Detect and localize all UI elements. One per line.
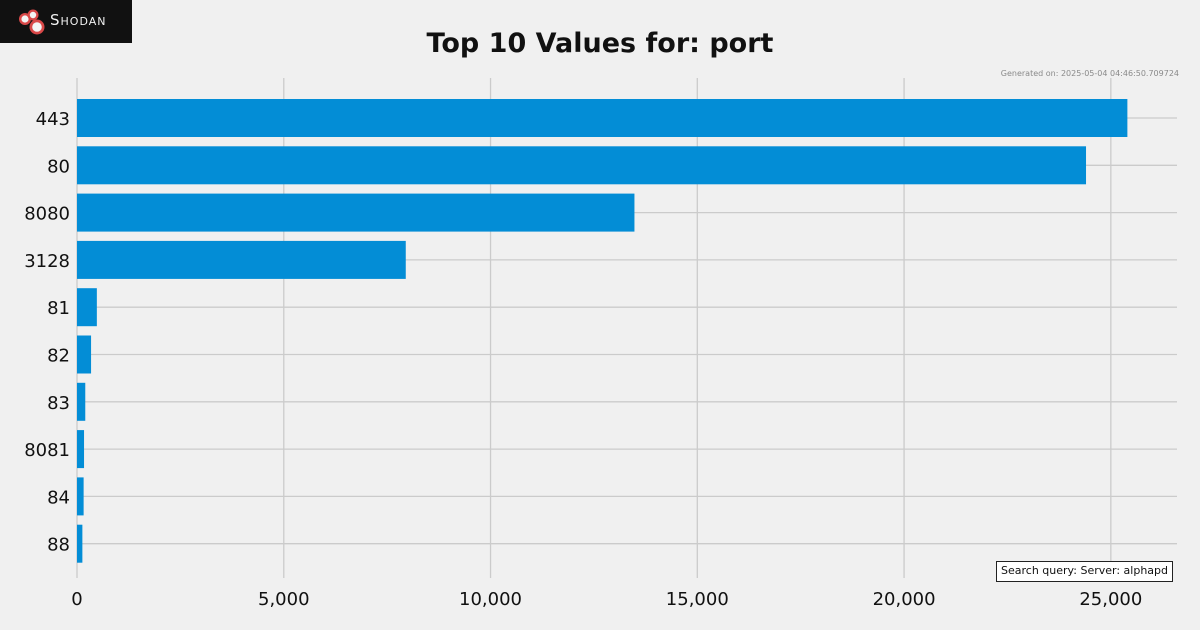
x-tick-label: 25,000 (1079, 589, 1142, 610)
generated-timestamp: Generated on: 2025-05-04 04:46:50.709724 (1000, 69, 1179, 78)
bar-port-82 (77, 335, 92, 374)
y-tick-label: 83 (47, 393, 70, 414)
x-tick-label: 10,000 (459, 589, 522, 610)
x-tick-label: 20,000 (873, 589, 936, 610)
bar-port-88 (77, 524, 83, 563)
bar-port-84 (77, 477, 84, 516)
y-tick-label: 80 (47, 156, 70, 177)
y-tick-label: 82 (47, 346, 70, 367)
bar-port-81 (77, 288, 97, 327)
search-query-box: Search query: Server: alphapd (996, 561, 1173, 582)
bar-port-3128 (77, 240, 406, 279)
x-tick-label: 15,000 (666, 589, 729, 610)
x-tick-label: 5,000 (258, 589, 310, 610)
bar-port-8080 (77, 193, 635, 232)
y-tick-label: 88 (47, 535, 70, 556)
bars (77, 99, 1128, 563)
shodan-logo-text: Shodan (50, 11, 107, 29)
shodan-logo[interactable]: Shodan (0, 0, 132, 43)
x-tick-labels: 0 5,000 10,000 15,000 20,000 25,000 (71, 589, 1142, 610)
bar-port-83 (77, 382, 86, 421)
y-tick-label: 8080 (24, 204, 70, 225)
bar-port-80 (77, 146, 1087, 185)
y-tick-label: 81 (47, 298, 70, 319)
y-tick-label: 8081 (24, 440, 70, 461)
y-tick-label: 3128 (24, 251, 70, 272)
y-tick-label: 84 (47, 487, 70, 508)
y-tick-label: 443 (36, 109, 70, 130)
bar-port-8081 (77, 430, 85, 469)
shodan-logo-icon (19, 9, 45, 35)
chart-title: Top 10 Values for: port (426, 28, 774, 59)
bar-port-443 (77, 99, 1128, 137)
x-tick-label: 0 (71, 589, 82, 610)
